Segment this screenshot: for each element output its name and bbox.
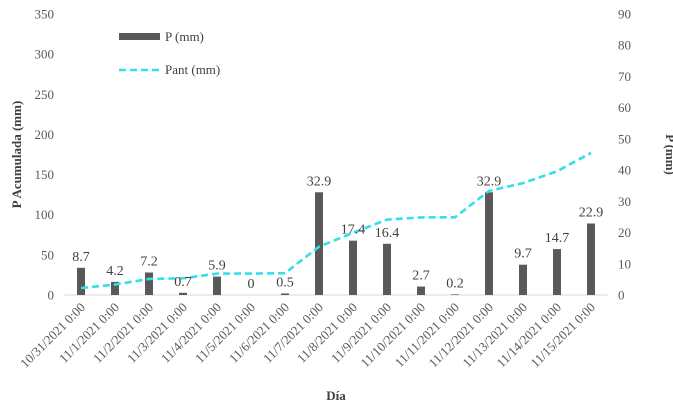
y-right-axis-title: P (mm)	[663, 134, 673, 175]
y-left-tick-label: 50	[41, 247, 54, 262]
bar	[281, 293, 289, 295]
bar-data-label: 4.2	[106, 264, 124, 279]
y-right-tick-label: 0	[618, 288, 625, 303]
bar-data-label: 5.9	[208, 259, 226, 274]
y-right-tick-label: 80	[618, 38, 631, 53]
bar	[553, 249, 561, 295]
y-right-tick-label: 50	[618, 131, 631, 146]
y-left-tick-label: 100	[35, 207, 55, 222]
bar-data-label: 16.4	[375, 226, 400, 241]
bar-data-label: 22.9	[579, 206, 604, 221]
x-axis-title: Día	[326, 388, 346, 403]
bar-data-label: 7.2	[140, 255, 158, 270]
bar-data-label: 0.7	[174, 275, 192, 290]
bar	[77, 267, 85, 295]
y-left-axis-title: P Acumulada (mm)	[9, 101, 24, 209]
bar	[213, 276, 221, 295]
y-left-tick-label: 350	[35, 7, 55, 22]
bar-data-label: 0.5	[276, 275, 294, 290]
bar-data-label: 17.4	[341, 223, 366, 238]
bar	[383, 243, 391, 295]
legend-bar-label: P (mm)	[165, 29, 204, 44]
bar	[179, 292, 187, 295]
y-left-tick-label: 0	[48, 288, 55, 303]
bar	[587, 223, 595, 295]
y-right-tick-label: 90	[618, 7, 631, 22]
bar	[485, 192, 493, 295]
y-left-tick-label: 200	[35, 127, 55, 142]
bar-data-label: 32.9	[477, 174, 502, 189]
bar	[145, 272, 153, 295]
y-left-tick-label: 150	[35, 167, 55, 182]
y-right-tick-label: 40	[618, 163, 631, 178]
bar-data-label: 14.7	[545, 231, 570, 246]
y-right-tick-label: 70	[618, 69, 631, 84]
bar-data-label: 0.2	[446, 276, 464, 291]
y-left-tick-label: 250	[35, 87, 55, 102]
bar	[417, 286, 425, 295]
bar-data-label: 9.7	[514, 247, 532, 262]
pant-line	[80, 151, 592, 290]
bar	[451, 294, 459, 295]
y-left-tick-label: 300	[35, 47, 55, 62]
bar	[349, 240, 357, 295]
bar-data-label: 0	[248, 277, 255, 292]
bar-data-label: 32.9	[307, 174, 332, 189]
bar	[519, 264, 527, 295]
bar	[315, 192, 323, 295]
legend-line-label: Pant (mm)	[165, 62, 220, 77]
y-right-tick-label: 60	[618, 100, 631, 115]
bar	[111, 281, 119, 295]
y-right-tick-label: 20	[618, 225, 631, 240]
legend-bar-swatch	[119, 33, 160, 40]
bar-data-label: 8.7	[72, 250, 90, 265]
bar-data-label: 2.7	[412, 269, 430, 284]
y-right-tick-label: 30	[618, 194, 631, 209]
y-right-tick-label: 10	[618, 256, 631, 271]
